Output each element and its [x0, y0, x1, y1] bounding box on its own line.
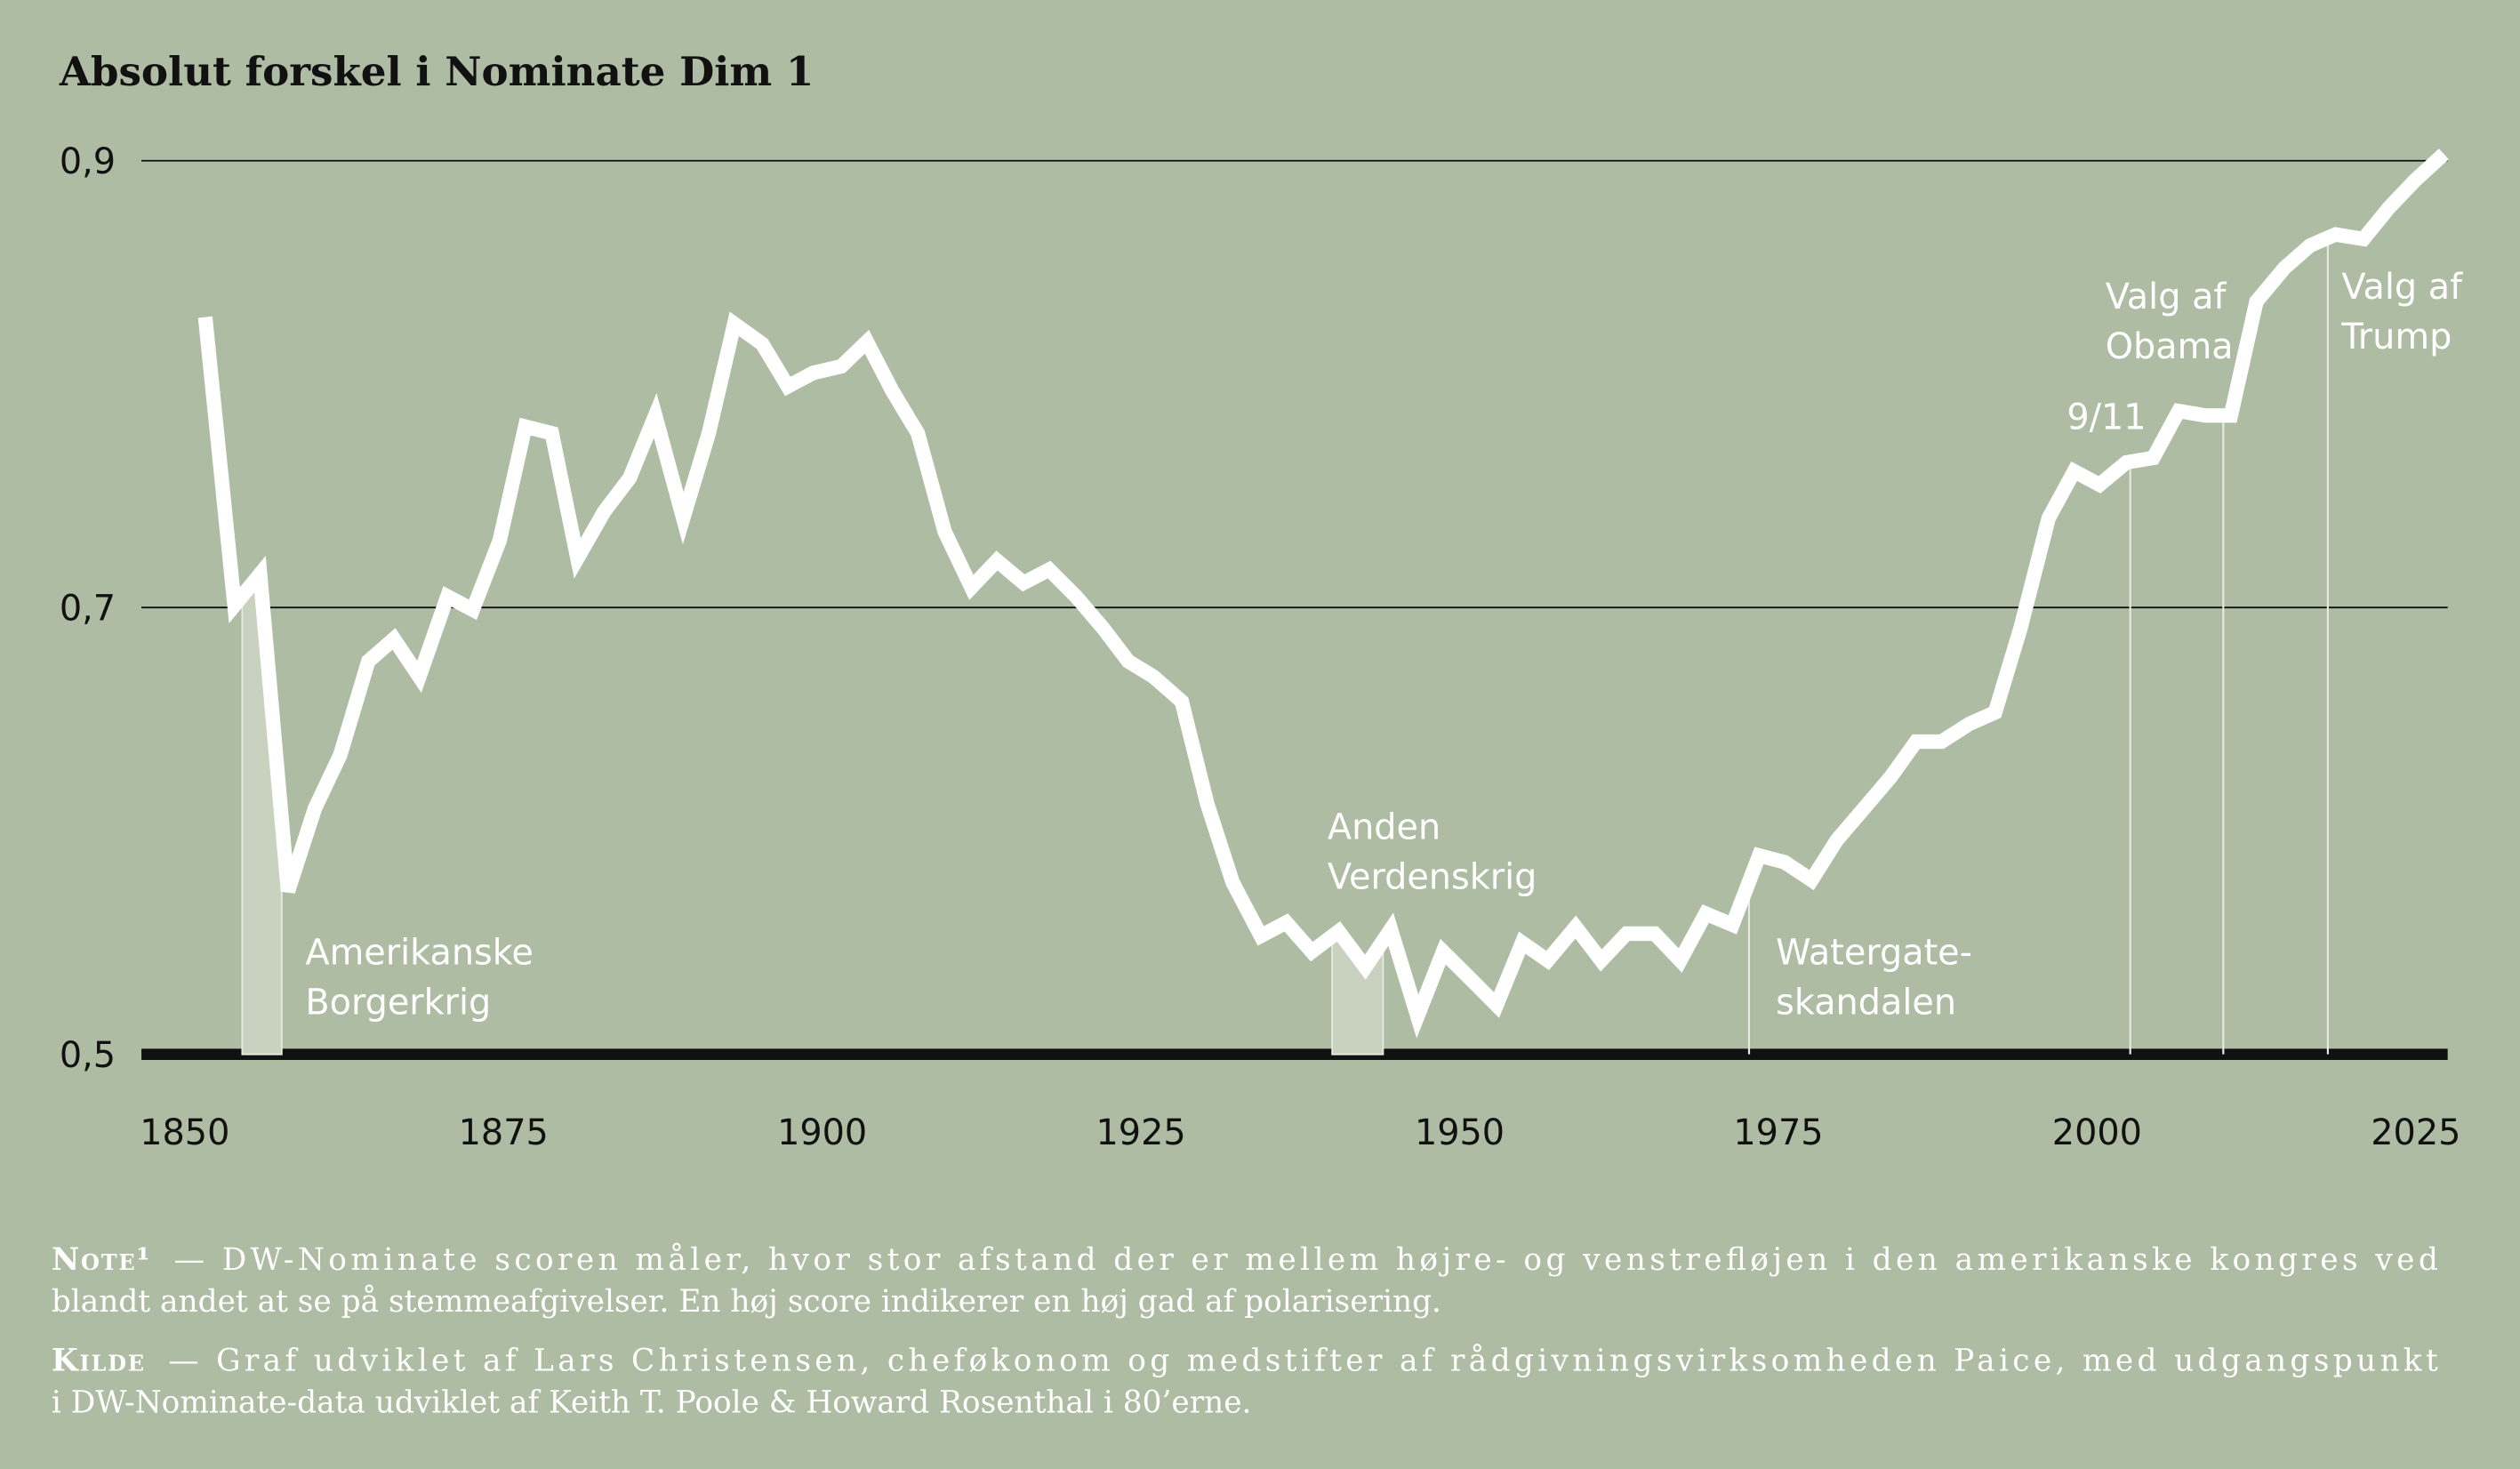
annotation-label: skandalen	[1776, 982, 1956, 1023]
annotation-label: Anden	[1328, 807, 1441, 847]
annotation-label: Verdenskrig	[1328, 857, 1537, 898]
annotation-label: 9/11	[2067, 397, 2146, 438]
data-line	[197, 149, 2449, 1039]
x-tick-label: 1950	[1415, 1112, 1505, 1153]
note-text: — DW-Nominate scoren måler, hvor stor af…	[174, 1242, 2438, 1278]
note-text: — Graf udviklet af Lars Christensen, che…	[168, 1344, 2438, 1379]
note-label: Kilde	[52, 1344, 146, 1379]
x-tick-label: 2000	[2052, 1112, 2142, 1153]
chart-title: Absolut forskel i Nominate Dim 1	[59, 48, 815, 95]
x-tick-label: 1975	[1733, 1112, 1823, 1153]
annotation-label: Valg af	[2341, 267, 2463, 308]
annotation-label: Obama	[2106, 326, 2234, 367]
y-tick-label: 0,5	[60, 1035, 116, 1076]
annotation-label: Valg af	[2106, 277, 2227, 317]
x-tick-label: 2025	[2371, 1112, 2460, 1153]
note-text: blandt andet at se på stemmeafgivelser. …	[52, 1284, 1441, 1320]
note-label: Note¹	[52, 1242, 152, 1278]
x-tick-label: 1900	[777, 1112, 867, 1153]
note-text: i DW-Nominate-data udviklet af Keith T. …	[52, 1385, 1252, 1421]
annotation-label: Trump	[2340, 317, 2452, 357]
x-tick-label: 1875	[459, 1112, 549, 1153]
annotation-label: Amerikanske	[305, 932, 533, 973]
x-tick-label: 1925	[1096, 1112, 1186, 1153]
y-tick-label: 0,9	[60, 141, 116, 182]
y-tick-label: 0,7	[60, 589, 116, 630]
x-tick-label: 1850	[140, 1112, 229, 1153]
annotation-label: Watergate-	[1776, 932, 1972, 973]
annotation-label: Borgerkrig	[305, 982, 491, 1023]
